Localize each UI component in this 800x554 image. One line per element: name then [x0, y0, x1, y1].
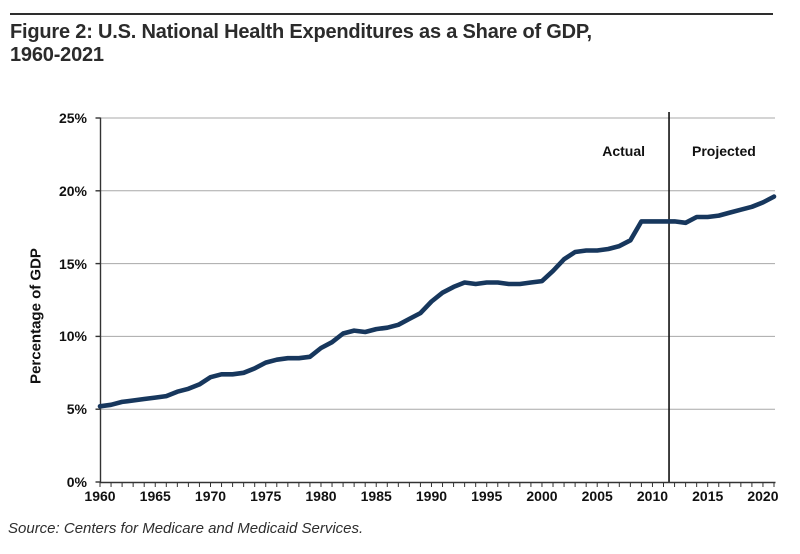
y-axis-tick-label: 5%	[66, 401, 87, 418]
x-axis-tick-label: 1985	[360, 488, 392, 504]
y-axis-tick-label: 20%	[58, 182, 87, 199]
figure-title-line2: 1960-2021	[10, 44, 104, 66]
y-axis-tick-label: 25%	[58, 110, 87, 126]
x-axis-tick-label: 1975	[250, 488, 282, 504]
y-axis-tick-label: 15%	[58, 255, 87, 272]
figure-title: Figure 2: U.S. National Health Expenditu…	[10, 21, 750, 67]
nhe-trend-line	[97, 194, 777, 409]
x-axis-tick-label: 2015	[692, 488, 724, 504]
x-axis-tick-label: 1970	[194, 488, 227, 504]
x-axis-tick-label: 2000	[526, 488, 558, 504]
x-axis-tick-label: 1980	[305, 488, 337, 504]
x-axis-tick-label: 1960	[84, 488, 116, 504]
source-note: Source: Centers for Medicare and Medicai…	[8, 520, 364, 537]
title-top-rule	[10, 13, 773, 15]
x-axis-tick-label: 2020	[747, 488, 779, 504]
x-axis-tick-label: 2005	[581, 488, 613, 504]
x-axis-tick-label: 1965	[139, 488, 171, 504]
actual-region-label: Actual	[602, 143, 645, 159]
y-axis-tick-label: 10%	[58, 328, 87, 345]
projected-region-label: Projected	[692, 143, 756, 159]
figure-title-line1: Figure 2: U.S. National Health Expenditu…	[10, 21, 592, 43]
x-axis-tick-label: 1995	[471, 488, 503, 504]
x-axis-tick-label: 1990	[415, 488, 448, 504]
y-axis-tick-label: 0%	[66, 474, 87, 490]
x-axis-tick-label: 2010	[636, 488, 669, 504]
